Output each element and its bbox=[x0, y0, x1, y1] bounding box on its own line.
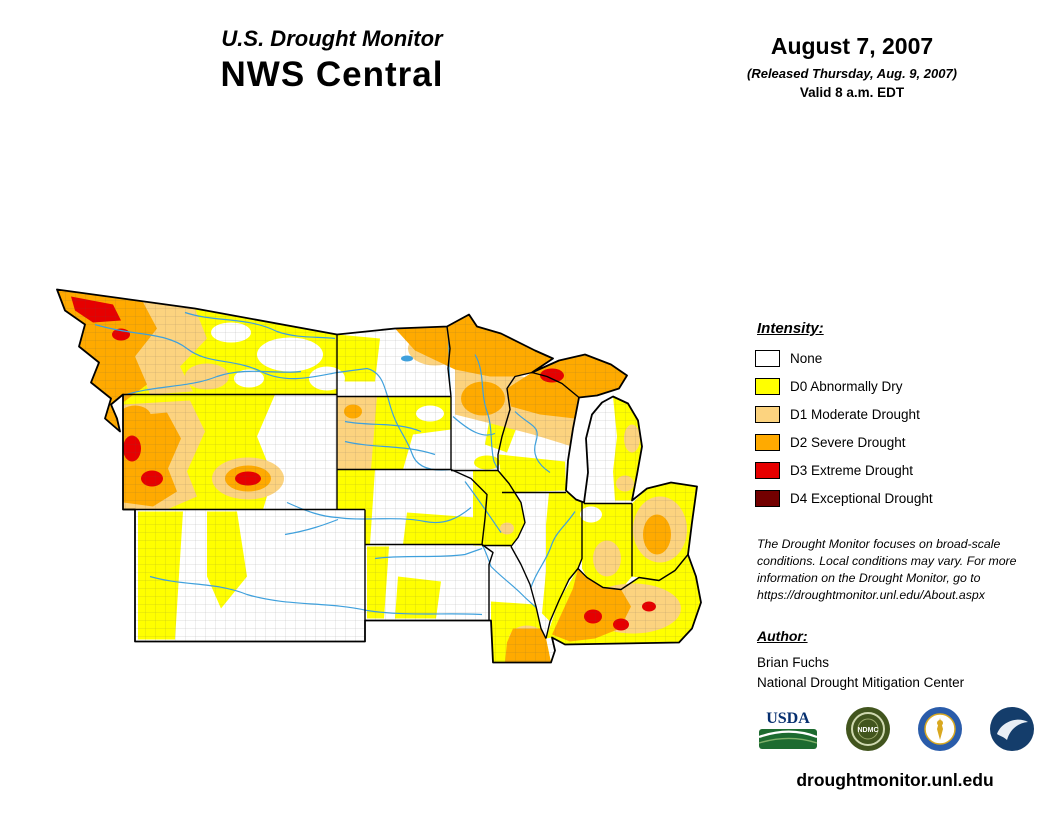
date-block: August 7, 2007 (Released Thursday, Aug. … bbox=[712, 33, 992, 100]
state-borders bbox=[123, 326, 689, 639]
usda-logo: USDA bbox=[758, 710, 818, 749]
legend-swatch bbox=[755, 378, 780, 395]
disclaimer-text: The Drought Monitor focuses on broad-sca… bbox=[757, 537, 1017, 602]
release-date: (Released Thursday, Aug. 9, 2007) bbox=[747, 66, 957, 81]
legend-item: None bbox=[755, 350, 933, 367]
author-heading: Author: bbox=[757, 628, 808, 644]
legend-swatch bbox=[755, 462, 780, 479]
county-grid bbox=[57, 289, 701, 663]
legend-item: D4 Exceptional Drought bbox=[755, 490, 933, 507]
rivers bbox=[94, 311, 576, 616]
legend-swatch bbox=[755, 434, 780, 451]
legend-label: D2 Severe Drought bbox=[790, 435, 906, 450]
valid-time: Valid 8 a.m. EDT bbox=[799, 85, 905, 100]
legend-item: D2 Severe Drought bbox=[755, 434, 933, 451]
author-org: National Drought Mitigation Center bbox=[757, 675, 965, 690]
drought-map bbox=[35, 273, 725, 680]
map-outline bbox=[56, 288, 702, 664]
region-title: NWS Central bbox=[220, 55, 444, 94]
legend-label: D4 Exceptional Drought bbox=[790, 491, 933, 506]
usda-logo-text: USDA bbox=[766, 710, 810, 727]
legend-item: D3 Extreme Drought bbox=[755, 462, 933, 479]
title-block: U.S. Drought Monitor NWS Central bbox=[167, 26, 497, 95]
legend-label: None bbox=[790, 351, 823, 366]
ndmc-logo: NDMC bbox=[846, 707, 890, 751]
author-name: Brian Fuchs bbox=[757, 655, 830, 670]
map-date: August 7, 2007 bbox=[770, 33, 934, 59]
noaa-logo bbox=[990, 707, 1034, 751]
map-svg bbox=[56, 288, 702, 664]
legend: None D0 Abnormally Dry D1 Moderate Drought… bbox=[755, 350, 933, 518]
legend-swatch bbox=[755, 490, 780, 507]
legend-heading: Intensity: bbox=[757, 320, 824, 337]
report-title: U.S. Drought Monitor bbox=[221, 26, 443, 51]
site-url: droughtmonitor.unl.edu bbox=[796, 770, 994, 790]
legend-item: D0 Abnormally Dry bbox=[755, 378, 933, 395]
commerce-seal-logo bbox=[918, 707, 962, 751]
legend-label: D1 Moderate Drought bbox=[790, 407, 920, 422]
legend-item: D1 Moderate Drought bbox=[755, 406, 933, 423]
legend-label: D0 Abnormally Dry bbox=[790, 379, 903, 394]
legend-swatch bbox=[755, 350, 780, 367]
ndmc-logo-text: NDMC bbox=[858, 727, 879, 734]
partner-logos: USDA NDMC bbox=[757, 706, 1035, 752]
legend-swatch bbox=[755, 406, 780, 423]
legend-label: D3 Extreme Drought bbox=[790, 463, 914, 478]
